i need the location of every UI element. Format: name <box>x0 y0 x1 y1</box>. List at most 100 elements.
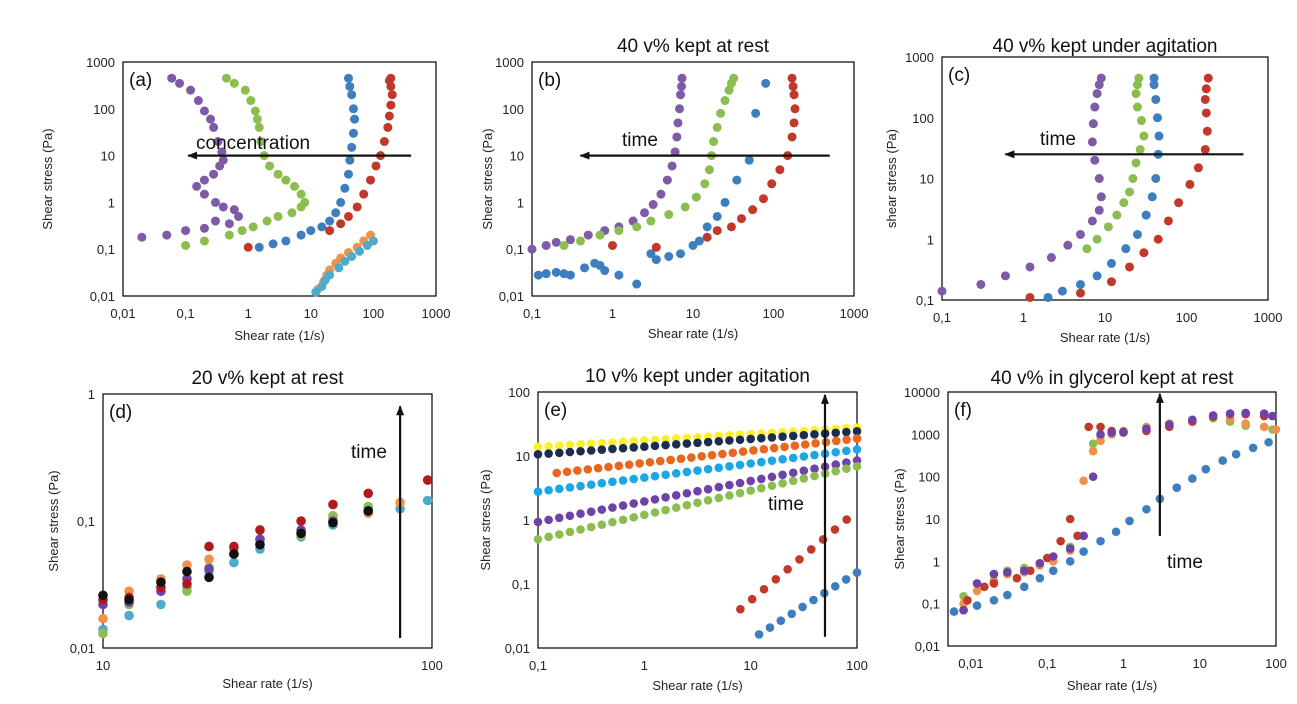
x-tick-label: 1000 <box>840 306 869 321</box>
data-point <box>726 222 736 232</box>
data-point <box>1149 73 1159 83</box>
data-point <box>1174 198 1184 208</box>
data-point <box>593 463 603 473</box>
data-point <box>1075 229 1085 239</box>
data-point <box>757 474 766 484</box>
data-point <box>124 610 134 621</box>
data-point <box>386 100 396 110</box>
data-point <box>287 208 297 218</box>
data-point <box>240 85 250 95</box>
data-point <box>671 503 681 512</box>
annotation-label: time <box>768 494 804 515</box>
data-point <box>735 488 745 498</box>
data-point <box>751 108 761 118</box>
data-point <box>738 447 748 456</box>
data-point <box>254 242 264 252</box>
data-point <box>648 200 658 210</box>
data-point <box>661 434 670 444</box>
data-point <box>1026 566 1035 576</box>
data-point <box>1163 216 1173 226</box>
data-point <box>676 90 686 100</box>
data-point <box>767 481 777 491</box>
data-point <box>186 85 196 95</box>
series-green <box>533 461 862 544</box>
data-point <box>379 137 389 147</box>
data-point <box>646 216 656 226</box>
data-point <box>799 474 809 483</box>
x-tick-label: 100 <box>421 658 443 673</box>
data-point <box>725 491 734 500</box>
data-point <box>234 211 243 221</box>
data-point <box>1057 286 1067 296</box>
data-point <box>1075 288 1085 298</box>
data-point <box>1003 590 1012 600</box>
data-point <box>788 476 798 486</box>
x-tick-label: 0,1 <box>523 306 541 321</box>
data-point <box>789 90 799 100</box>
x-tick-label: 10 <box>96 658 110 673</box>
series-green <box>1082 73 1149 254</box>
data-point <box>1193 163 1203 173</box>
data-point <box>629 436 638 446</box>
data-point <box>788 453 798 463</box>
data-point <box>841 575 851 584</box>
data-point <box>661 470 670 480</box>
data-point <box>1065 514 1075 524</box>
data-point <box>682 500 692 510</box>
data-point <box>720 96 730 106</box>
x-tick-label: 1 <box>1020 310 1027 325</box>
data-point <box>650 435 660 445</box>
data-point <box>1088 446 1098 456</box>
data-point <box>306 226 316 236</box>
data-point <box>714 482 724 492</box>
y-tick-label: 0,1 <box>922 597 940 612</box>
y-tick-label: 100 <box>508 385 530 400</box>
x-tick-label: 100 <box>846 658 868 673</box>
x-tick-label: 100 <box>363 306 385 321</box>
data-point <box>604 462 613 472</box>
data-point <box>761 78 771 88</box>
data-point <box>725 462 734 471</box>
data-point <box>541 269 551 279</box>
data-point <box>795 555 804 564</box>
data-point <box>229 541 239 552</box>
data-point <box>199 189 209 199</box>
data-point <box>576 439 585 449</box>
data-point <box>554 513 564 523</box>
data-point <box>554 484 564 494</box>
x-tick-label: 100 <box>1176 310 1198 325</box>
data-point <box>831 447 841 457</box>
data-point <box>1082 244 1092 254</box>
data-point <box>229 557 239 568</box>
data-point <box>1132 229 1142 239</box>
data-point <box>664 251 674 261</box>
panel-e: 0,1 1 10 100 0,01 0,1 1 10 100 Shear rate (1/s) Sh… <box>478 366 868 693</box>
data-point <box>614 461 624 471</box>
data-point <box>586 446 596 455</box>
data-point <box>691 192 701 202</box>
data-point <box>331 208 341 218</box>
data-point <box>842 458 851 467</box>
data-point <box>1147 192 1157 202</box>
series-red <box>243 73 397 252</box>
data-point <box>1248 443 1258 453</box>
data-point <box>716 108 726 118</box>
data-point <box>229 78 239 88</box>
x-tick-label: 10 <box>1098 310 1112 325</box>
data-point <box>650 495 660 504</box>
x-axis-label: Shear rate (1/s) <box>1060 330 1150 345</box>
data-point <box>527 244 537 254</box>
data-point <box>576 509 585 519</box>
y-tick-label: 10 <box>516 449 530 464</box>
data-point <box>688 240 698 250</box>
data-point <box>576 525 585 534</box>
data-point <box>343 73 353 83</box>
plot-frame <box>947 391 1277 647</box>
data-point <box>552 468 562 478</box>
data-point <box>608 240 617 250</box>
data-point <box>1087 216 1097 226</box>
data-point <box>729 73 739 83</box>
data-point <box>1046 253 1056 263</box>
data-point <box>422 475 433 485</box>
x-tick-label: 10 <box>304 306 318 321</box>
